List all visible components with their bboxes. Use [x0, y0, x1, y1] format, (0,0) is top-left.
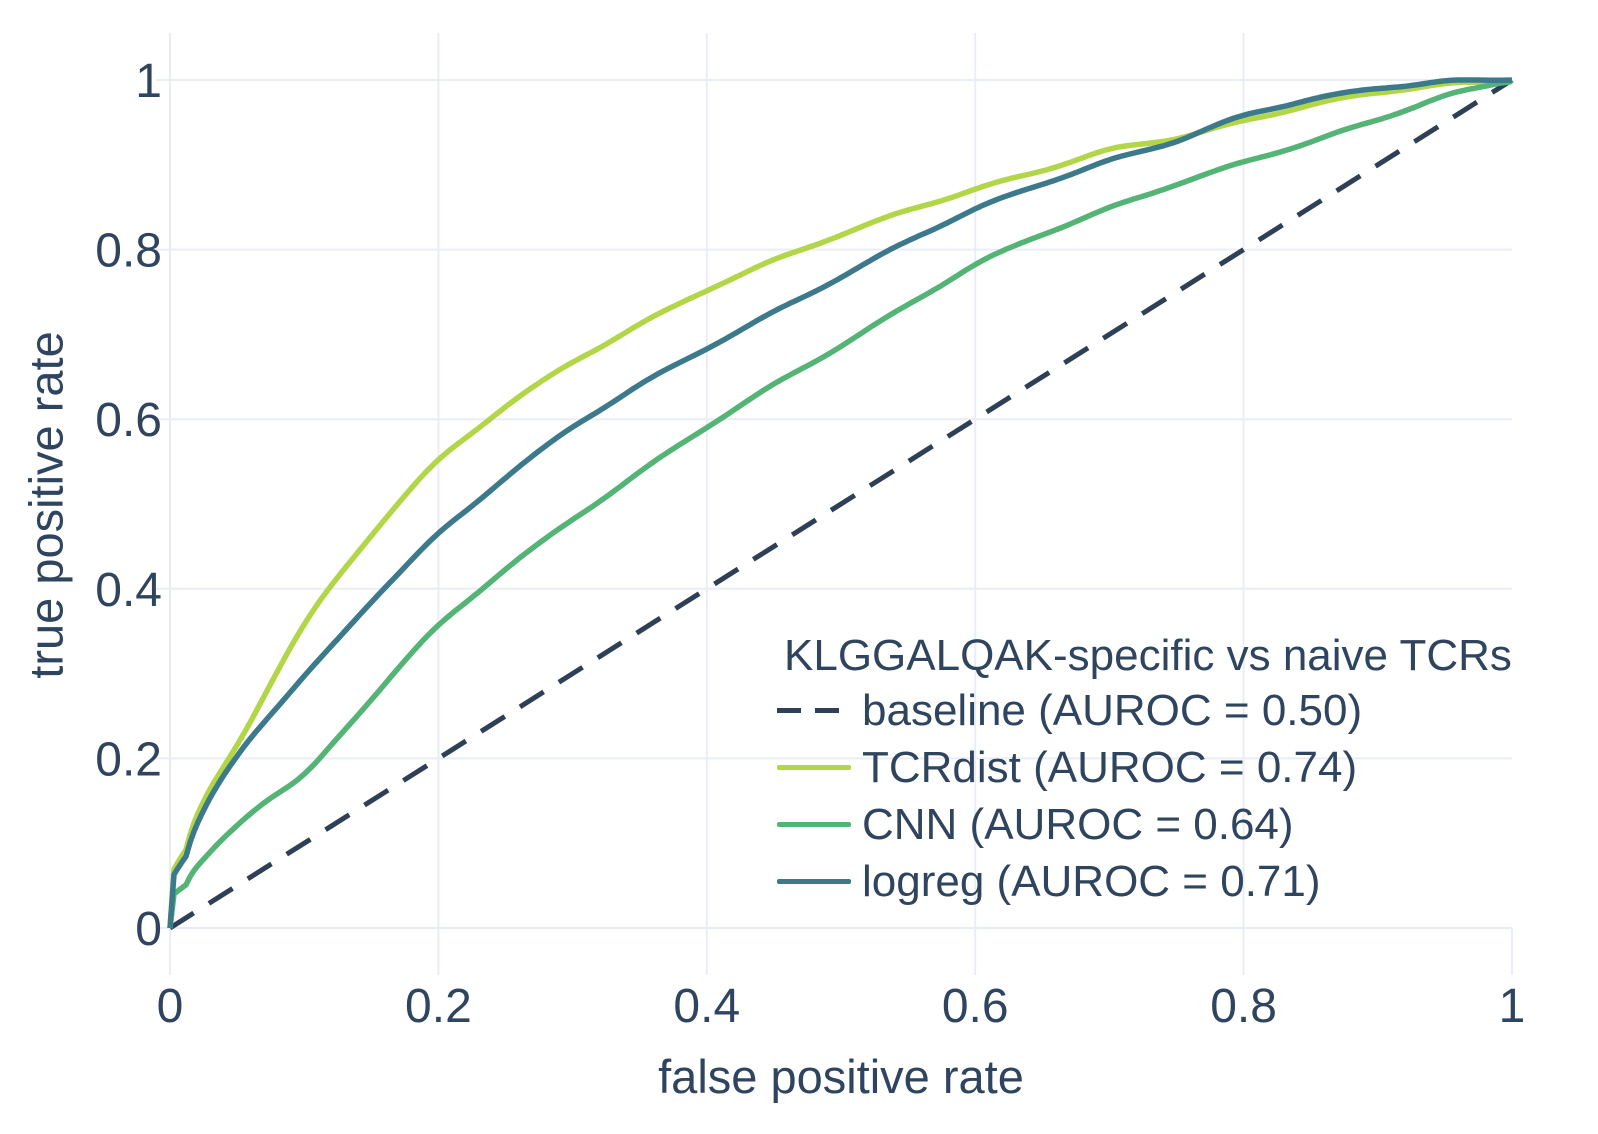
x-axis-title: false positive rate	[658, 1050, 1024, 1103]
x-tick-label-0: 0	[157, 980, 184, 1033]
axis-lines	[169, 33, 1512, 929]
legend-item-logreg[interactable]: logreg (AUROC = 0.71)	[777, 853, 1512, 910]
legend-swatch-baseline-dashed-line	[777, 708, 851, 713]
legend-item-label: logreg (AUROC = 0.71)	[862, 856, 1321, 906]
legend-swatch-CNN-line	[777, 822, 851, 827]
legend-title: KLGGALQAK-specific vs naive TCRs	[784, 631, 1512, 680]
legend-items: baseline (AUROC = 0.50) TCRdist (AUROC = …	[777, 682, 1512, 910]
legend-item-label: TCRdist (AUROC = 0.74)	[862, 742, 1358, 792]
x-tick-label-0.8: 0.8	[1210, 980, 1277, 1033]
roc-curve-CNN	[167, 78, 1514, 929]
y-tick-label-0.8: 0.8	[95, 225, 162, 278]
roc-curve-baseline	[168, 77, 1514, 931]
legend-item-label: CNN (AUROC = 0.64)	[862, 799, 1294, 849]
x-tick-label-0.2: 0.2	[405, 980, 472, 1033]
roc-curves	[167, 77, 1514, 931]
y-axis-title: true positive rate	[19, 331, 73, 679]
legend-item-baseline[interactable]: baseline (AUROC = 0.50)	[777, 682, 1512, 739]
y-tick-labels: 0 0.2 0.4 0.6 0.8 1	[95, 55, 162, 956]
x-tick-labels: 0 0.2 0.4 0.6 0.8 1	[157, 980, 1526, 1033]
legend-item-CNN[interactable]: CNN (AUROC = 0.64)	[777, 796, 1512, 853]
roc-curve-TCRdist	[167, 77, 1513, 929]
legend-item-label: baseline (AUROC = 0.50)	[862, 685, 1363, 735]
x-tick-label-0.6: 0.6	[942, 980, 1009, 1033]
legend-swatch-TCRdist-line	[777, 765, 851, 770]
axis-ticks	[156, 79, 1513, 975]
legend-swatch-logreg-line	[777, 879, 851, 884]
legend-item-TCRdist[interactable]: TCRdist (AUROC = 0.74)	[777, 739, 1512, 796]
y-tick-label-0: 0	[135, 903, 162, 956]
y-tick-label-0.6: 0.6	[95, 394, 162, 447]
legend: KLGGALQAK-specific vs naive TCRs baselin…	[777, 630, 1512, 910]
y-tick-label-0.4: 0.4	[95, 564, 162, 617]
y-tick-label-0.2: 0.2	[95, 733, 162, 786]
x-tick-label-1: 1	[1499, 980, 1526, 1033]
x-tick-label-0.4: 0.4	[673, 980, 740, 1033]
y-tick-label-1: 1	[135, 55, 162, 108]
gridlines	[170, 33, 1512, 928]
roc-curve-logreg	[167, 77, 1513, 929]
